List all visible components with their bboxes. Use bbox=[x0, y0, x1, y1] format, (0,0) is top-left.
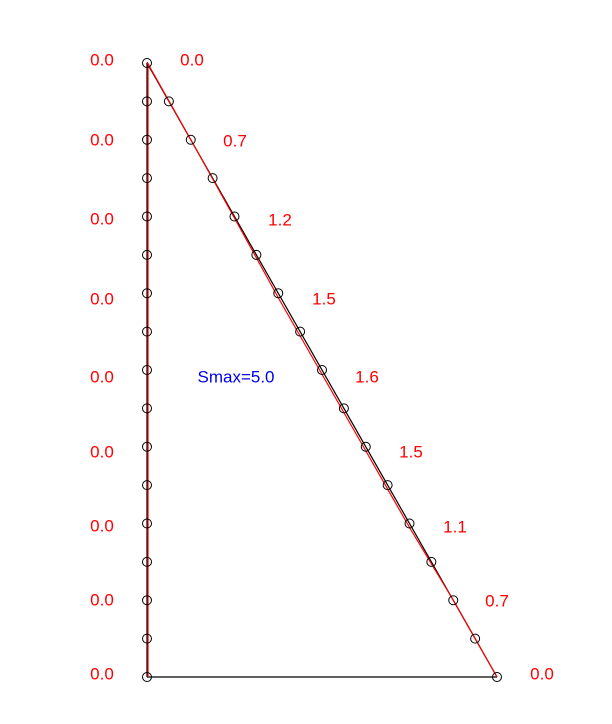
diagonal-label: 0.7 bbox=[485, 591, 509, 610]
node bbox=[317, 365, 327, 375]
node bbox=[142, 672, 152, 682]
node bbox=[229, 211, 240, 222]
node bbox=[142, 633, 152, 644]
left-label: 0.0 bbox=[90, 590, 114, 609]
node bbox=[142, 365, 152, 375]
left-label: 0.0 bbox=[90, 50, 114, 69]
node bbox=[142, 211, 152, 222]
node bbox=[273, 288, 284, 299]
node bbox=[207, 173, 218, 184]
diagonal-label: 1.5 bbox=[312, 289, 336, 308]
node bbox=[142, 518, 152, 529]
nodes bbox=[142, 58, 502, 682]
node bbox=[360, 441, 371, 452]
left-label: 0.0 bbox=[90, 516, 114, 535]
node bbox=[142, 288, 152, 299]
node bbox=[142, 326, 152, 337]
node bbox=[251, 249, 262, 260]
diagonal-label: 0.0 bbox=[530, 664, 554, 683]
left-label: 0.0 bbox=[90, 442, 114, 461]
node bbox=[142, 441, 152, 452]
node bbox=[142, 480, 152, 491]
node bbox=[142, 134, 152, 145]
node bbox=[492, 672, 502, 682]
node bbox=[142, 58, 152, 68]
node bbox=[295, 326, 306, 337]
labels: 0.0 0.0 0.0 0.0 0.0 0.0 0.0 0.0 0.0 0.0 0.7 1.2 1.5 1… bbox=[90, 50, 554, 683]
annotation: Smax=5.0 bbox=[197, 367, 274, 386]
diagonal-label: 1.1 bbox=[443, 517, 467, 536]
diagonal-label: 1.2 bbox=[268, 210, 292, 229]
node bbox=[338, 403, 349, 414]
node bbox=[382, 480, 393, 491]
node bbox=[142, 173, 152, 184]
node bbox=[142, 96, 152, 107]
node bbox=[142, 249, 152, 260]
node bbox=[142, 556, 152, 567]
left-label: 0.0 bbox=[90, 664, 114, 683]
node bbox=[426, 556, 437, 567]
diagonal-label: 1.5 bbox=[399, 442, 423, 461]
node bbox=[185, 134, 196, 145]
left-label: 0.0 bbox=[90, 130, 114, 149]
node bbox=[142, 595, 152, 606]
node bbox=[142, 403, 152, 414]
left-label: 0.0 bbox=[90, 289, 114, 308]
left-label: 0.0 bbox=[90, 367, 114, 386]
left-label: 0.0 bbox=[90, 209, 114, 228]
diagonal-deflection bbox=[146, 61, 498, 678]
diagonal-label: 0.0 bbox=[180, 50, 204, 69]
node bbox=[404, 518, 415, 529]
node bbox=[163, 96, 174, 107]
diagonal-label: 1.6 bbox=[355, 367, 379, 386]
diagonal-label: 0.7 bbox=[223, 131, 247, 150]
node bbox=[448, 595, 459, 606]
node bbox=[470, 633, 481, 644]
